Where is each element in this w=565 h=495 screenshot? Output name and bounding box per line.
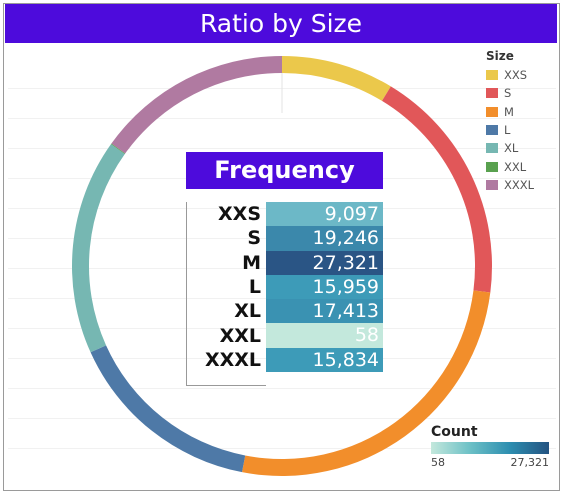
legend-label: L bbox=[504, 123, 511, 138]
frequency-size-label: XXXL bbox=[204, 348, 261, 371]
frequency-bottom-line bbox=[186, 385, 266, 386]
legend-label: XXS bbox=[504, 68, 528, 83]
legend-swatch bbox=[486, 106, 498, 117]
frequency-size-label: XL bbox=[234, 300, 261, 323]
frequency-row-l: L 15,959 bbox=[186, 274, 383, 300]
frequency-row-xxxl: XXXL 15,834 bbox=[186, 347, 383, 373]
legend-label: M bbox=[504, 104, 514, 119]
legend-item-m[interactable]: M bbox=[486, 103, 534, 121]
frequency-size-label: XXL bbox=[219, 324, 261, 347]
legend-item-xxxl[interactable]: XXXL bbox=[486, 176, 534, 194]
frequency-size-label: XXS bbox=[218, 203, 261, 226]
legend-label: S bbox=[504, 86, 512, 101]
frequency-size-label: M bbox=[242, 251, 261, 274]
frequency-count-cell[interactable]: 58 bbox=[266, 323, 383, 348]
legend-swatch bbox=[486, 161, 498, 172]
legend-title: Size bbox=[486, 49, 514, 63]
count-legend-min: 58 bbox=[431, 456, 445, 469]
legend-item-s[interactable]: S bbox=[486, 84, 534, 102]
frequency-count-cell[interactable]: 15,959 bbox=[266, 274, 383, 300]
frequency-count-cell[interactable]: 19,246 bbox=[266, 226, 383, 251]
legend-item-l[interactable]: L bbox=[486, 121, 534, 139]
legend-item-xxs[interactable]: XXS bbox=[486, 66, 534, 84]
donut-slice-xxs[interactable] bbox=[282, 56, 391, 101]
frequency-title: Frequency bbox=[186, 152, 383, 189]
donut-slice-xxl[interactable] bbox=[110, 143, 126, 154]
chart-title: Ratio by Size bbox=[5, 4, 557, 43]
frequency-count-cell[interactable]: 9,097 bbox=[266, 202, 383, 227]
frequency-row-xl: XL 17,413 bbox=[186, 299, 383, 324]
legend-swatch bbox=[486, 179, 498, 190]
frequency-table: XXS 9,097 S 19,246 M 27,321 L 15,959 XL 17,413 XXL… bbox=[186, 202, 383, 373]
size-legend: Size XXS S M L XL XXL XXXL bbox=[486, 49, 534, 194]
legend-swatch bbox=[486, 70, 498, 81]
donut-slice-xl[interactable] bbox=[71, 144, 125, 353]
legend-label: XXL bbox=[504, 159, 527, 174]
frequency-divider bbox=[186, 202, 187, 385]
count-legend-max: 27,321 bbox=[510, 456, 550, 469]
legend-swatch bbox=[486, 125, 498, 136]
donut-slice-s[interactable] bbox=[382, 86, 493, 293]
legend-item-xl[interactable]: XL bbox=[486, 139, 534, 157]
legend-swatch bbox=[486, 88, 498, 99]
frequency-row-m: M 27,321 bbox=[186, 250, 383, 275]
legend-label: XXXL bbox=[504, 177, 535, 192]
frequency-count-cell[interactable]: 17,413 bbox=[266, 299, 383, 324]
frequency-row-s: S 19,246 bbox=[186, 226, 383, 251]
count-legend: Count 58 27,321 bbox=[431, 424, 550, 469]
frequency-row-xxl: XXL 58 bbox=[186, 323, 383, 348]
frequency-row-xxs: XXS 9,097 bbox=[186, 202, 383, 227]
legend-label: XL bbox=[504, 141, 519, 156]
legend-item-xxl[interactable]: XXL bbox=[486, 157, 534, 175]
count-legend-title: Count bbox=[431, 424, 478, 440]
frequency-size-label: S bbox=[247, 227, 261, 250]
frequency-count-cell[interactable]: 15,834 bbox=[266, 347, 383, 373]
legend-swatch bbox=[486, 143, 498, 154]
count-gradient-bar bbox=[431, 442, 549, 454]
donut-slice-l[interactable] bbox=[90, 345, 246, 473]
frequency-size-label: L bbox=[248, 276, 261, 299]
frequency-count-cell[interactable]: 27,321 bbox=[266, 250, 383, 275]
donut-slice-m[interactable] bbox=[242, 290, 491, 476]
donut-slice-xxxl[interactable] bbox=[111, 56, 282, 154]
